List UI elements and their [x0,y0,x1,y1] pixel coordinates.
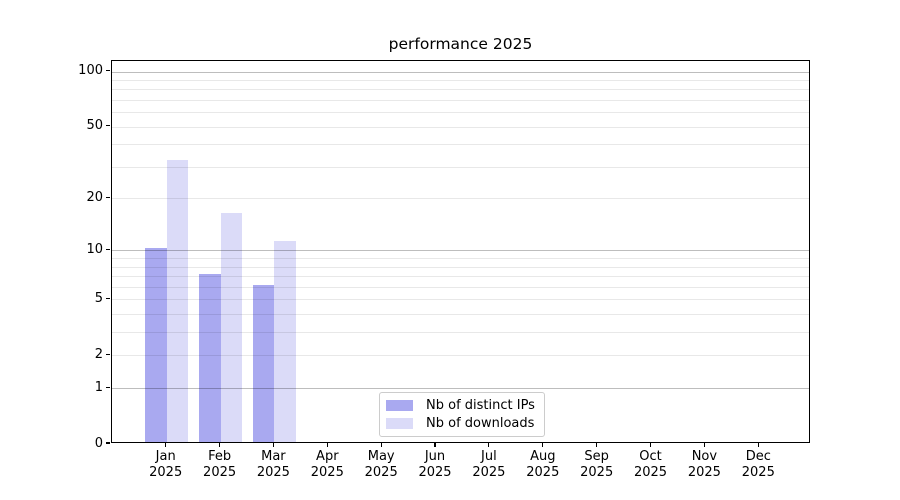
y-tick-mark [106,125,110,127]
minor-gridline [112,99,809,101]
x-tick-mark [703,443,705,447]
x-tick-label: Jun 2025 [418,449,452,480]
x-tick-mark [380,443,382,447]
x-tick-mark [596,443,598,447]
y-tick-label: 1 [94,379,103,395]
x-tick-label: Apr 2025 [310,449,344,480]
legend-label: Nb of downloads [426,416,535,431]
y-tick-mark [106,386,110,388]
bars-layer [112,61,809,442]
minor-gridline [112,266,809,268]
legend-item: Nb of distinct IPs [386,398,538,413]
minor-gridline [112,79,809,81]
x-tick-label: Jan 2025 [149,449,183,480]
bar-distinct-ips [252,284,275,442]
x-tick-label: May 2025 [364,449,398,480]
major-gridline [112,250,809,252]
minor-gridline [112,332,809,334]
y-tick-label: 50 [86,118,103,134]
legend-item: Nb of downloads [386,416,538,431]
bar-downloads [220,213,243,442]
x-tick-label: Feb 2025 [203,449,237,480]
y-tick-mark [106,297,110,299]
minor-gridline [112,89,809,91]
y-tick-mark [106,69,110,72]
x-tick-label: Sep 2025 [580,449,614,480]
x-tick-label: Nov 2025 [687,449,721,480]
x-tick-mark [272,443,274,447]
x-tick-label: Jul 2025 [472,449,506,480]
legend-swatch-icon [386,418,413,429]
minor-gridline [112,166,809,168]
x-tick-mark [165,443,167,447]
minor-gridline [112,286,809,288]
legend-label: Nb of distinct IPs [426,398,535,413]
chart-title: performance 2025 [388,35,533,53]
major-gridline [112,71,809,73]
minor-gridline [112,299,809,301]
y-tick-label: 20 [86,189,103,205]
bar-distinct-ips [144,248,167,442]
x-tick-label: Aug 2025 [526,449,560,480]
x-tick-mark [488,443,490,447]
x-tick-label: Mar 2025 [256,449,290,480]
y-tick-mark [106,248,110,250]
bar-distinct-ips [198,274,221,442]
minor-gridline [112,314,809,316]
minor-gridline [112,276,809,278]
minor-gridline [112,355,809,357]
minor-gridline [112,144,809,146]
legend: Nb of distinct IPs Nb of downloads [379,392,545,437]
x-tick-mark [757,443,759,447]
bar-downloads [274,241,297,442]
x-tick-label: Oct 2025 [633,449,668,480]
minor-gridline [112,198,809,200]
y-tick-label: 0 [94,435,103,451]
minor-gridline [112,126,809,128]
minor-gridline [112,112,809,114]
legend-swatch-icon [386,400,413,411]
bar-downloads [166,159,189,442]
plot-area [111,60,810,443]
y-tick-mark [106,353,110,355]
y-tick-label: 5 [94,290,103,306]
x-tick-mark [326,443,328,447]
minor-gridline [112,258,809,260]
x-tick-mark [219,443,221,447]
y-tick-label: 2 [94,346,103,362]
x-tick-label: Dec 2025 [741,449,775,480]
y-tick-mark [106,196,110,198]
x-tick-mark [434,443,436,447]
y-tick-label: 100 [78,63,103,78]
y-tick-label: 10 [86,241,103,257]
grid-layer [112,61,809,442]
x-tick-mark [542,443,544,447]
major-gridline [112,388,809,390]
y-tick-mark [106,442,110,444]
x-tick-mark [649,443,652,447]
